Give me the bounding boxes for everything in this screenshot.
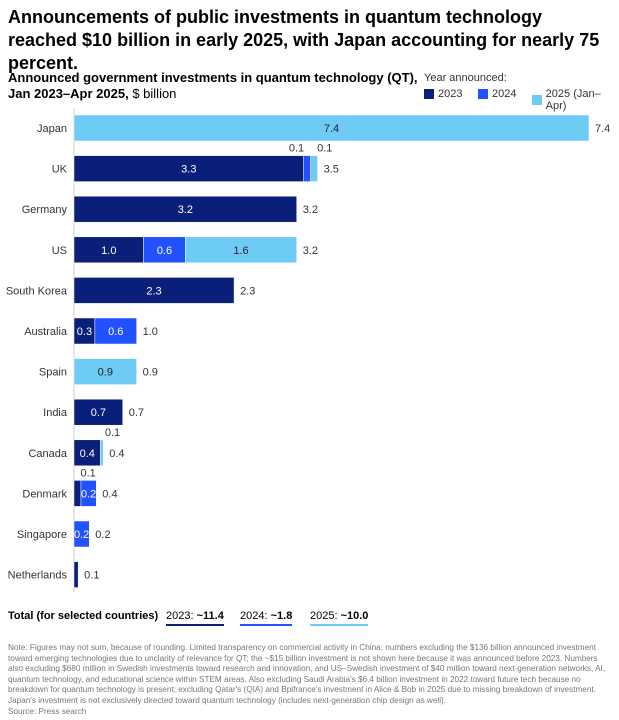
chart-title: Announced government investments in quan… <box>8 70 418 102</box>
total-label: 3.5 <box>324 164 339 176</box>
totals-label: Total (for selected countries) <box>8 610 159 622</box>
legend-title: Year announced: <box>424 72 507 84</box>
legend-swatch <box>424 89 434 99</box>
total-value: ~11.4 <box>196 610 224 622</box>
category-label: UK <box>52 164 68 176</box>
category-label: Canada <box>28 448 67 460</box>
segment-label: 3.2 <box>178 204 193 216</box>
legend-swatch <box>532 95 542 105</box>
bar-segment-2024 <box>143 236 186 264</box>
bar-segment-2025 <box>310 155 318 182</box>
total-label: 0.2 <box>95 529 110 541</box>
category-label: Singapore <box>17 529 67 541</box>
total-label: 0.4 <box>102 488 117 500</box>
segment-label: 7.4 <box>324 123 339 135</box>
bar-segment-2023 <box>73 155 304 182</box>
segment-label: 0.2 <box>74 529 89 541</box>
category-label: Denmark <box>22 488 67 500</box>
segment-label: 0.6 <box>157 245 172 257</box>
source-text: Source: Press search <box>8 706 87 716</box>
bar-segment-2024 <box>73 520 90 548</box>
bar-segment-2023 <box>73 277 235 304</box>
bar-segment-2025 <box>73 358 137 385</box>
chart-title-text: Announced government investments in quan… <box>8 70 418 101</box>
bar-plot: Japan 7.4 7.4 UK 3.3 0.1 0.1 3.5 Germany 3.2 3.2 US… <box>6 108 610 592</box>
category-label: Germany <box>22 204 68 216</box>
category-label: Netherlands <box>8 570 68 582</box>
legend-label: 2023 <box>438 88 463 100</box>
segment-callout-label: 0.1 <box>105 427 120 439</box>
segment-label: 2.3 <box>146 285 161 297</box>
segment-callout-label: 0.1 <box>80 467 95 479</box>
segment-label: 0.3 <box>77 326 92 338</box>
total-label: 2.3 <box>240 285 255 297</box>
total-label: 3.2 <box>303 204 318 216</box>
total-label: 0.1 <box>84 570 99 582</box>
total-label: 0.9 <box>143 367 158 379</box>
bar-segment-2025 <box>185 236 297 264</box>
legend-2024: 2024 <box>478 88 516 100</box>
total-label: 0.4 <box>109 448 124 460</box>
segment-label: 0.6 <box>108 326 123 338</box>
bar-segment-2024 <box>303 155 311 182</box>
note-text: Note: Figures may not sum, because of ro… <box>8 643 606 705</box>
bar-segment-2025 <box>100 439 104 467</box>
legend-label: 2025 (Jan–Apr) <box>545 88 601 112</box>
bar-segment-2025 <box>73 114 590 142</box>
segment-callout-label: 0.1 <box>289 143 304 155</box>
segment-label: 1.0 <box>101 245 116 257</box>
total-year: 2023: <box>166 610 194 622</box>
footnote: Note: Figures may not sum, because of ro… <box>8 643 613 717</box>
category-label: India <box>43 407 68 419</box>
total-2024: 2024: ~1.8 <box>240 610 293 626</box>
chart-unit: $ billion <box>132 86 177 101</box>
segment-label: 1.6 <box>233 245 248 257</box>
total-year: 2024: <box>240 610 268 622</box>
legend-2023: 2023 <box>424 88 462 100</box>
total-label: 7.4 <box>595 123 610 135</box>
segment-label: 0.7 <box>91 407 106 419</box>
category-label: US <box>52 245 67 257</box>
total-year: 2025: <box>310 610 338 622</box>
category-label: Australia <box>24 326 68 338</box>
legend-label: 2024 <box>492 88 517 100</box>
segment-label: 0.4 <box>80 448 95 460</box>
segment-label: 3.3 <box>181 164 196 176</box>
segment-label: 0.2 <box>81 488 96 500</box>
headline: Announcements of public investments in q… <box>8 7 600 73</box>
total-label: 0.7 <box>129 407 144 419</box>
total-value: ~10.0 <box>340 610 369 622</box>
category-label: Japan <box>37 123 67 135</box>
segment-label: 0.9 <box>98 367 113 379</box>
total-value: ~1.8 <box>270 610 293 622</box>
legend-2025: 2025 (Jan–Apr) <box>532 88 619 112</box>
bar-segment-2024 <box>94 317 137 345</box>
total-2023: 2023: ~11.4 <box>166 610 224 626</box>
bar-segment-2023 <box>73 398 123 426</box>
total-2025: 2025: ~10.0 <box>310 610 369 626</box>
total-label: 1.0 <box>143 326 158 338</box>
segment-callout-label: 0.1 <box>317 143 332 155</box>
total-label: 3.2 <box>303 245 318 257</box>
bar-segment-2024 <box>80 480 97 507</box>
bar-segment-2023 <box>73 195 297 223</box>
category-label: South Korea <box>6 285 68 297</box>
category-label: Spain <box>39 367 67 379</box>
bar-segment-2023 <box>73 561 79 588</box>
bar-segment-2023 <box>73 480 82 507</box>
bar-segment-2023 <box>73 236 144 264</box>
legend-swatch <box>478 89 488 99</box>
